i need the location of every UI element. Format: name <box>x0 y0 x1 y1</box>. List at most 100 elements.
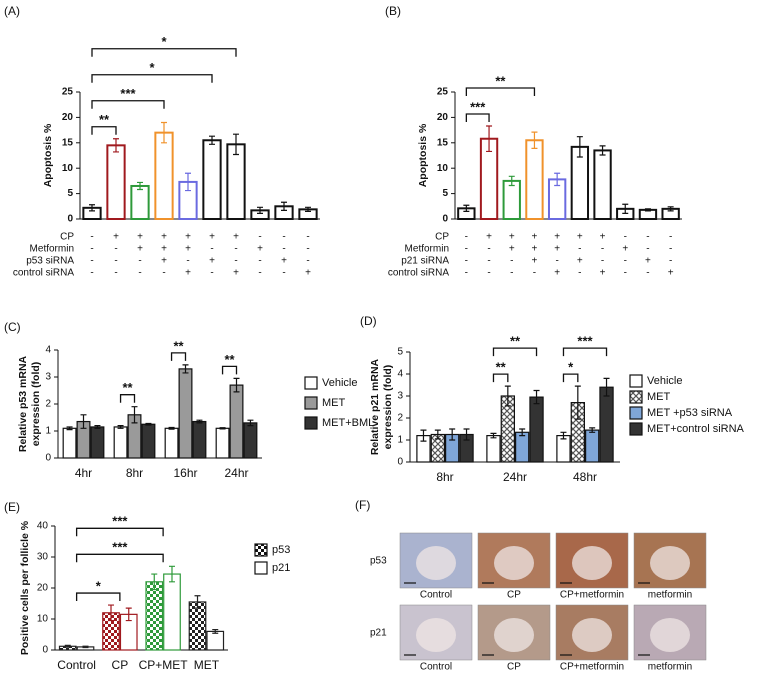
y-tick-label: 20 <box>37 583 49 594</box>
legend-label: MET+BML <box>322 417 374 429</box>
y-tick-label: 20 <box>62 112 74 123</box>
condition-sign: - <box>90 232 93 243</box>
error-bar <box>622 203 629 215</box>
condition-sign: - <box>162 268 165 279</box>
significance-bracket <box>75 592 121 602</box>
y-axis-label: Positive cells per follicle % <box>19 520 31 655</box>
legend-swatch <box>629 406 643 420</box>
x-tick-label: 16hr <box>173 466 197 480</box>
follicle <box>650 546 690 580</box>
follicle <box>416 546 456 580</box>
y-tick-label: 0 <box>42 645 48 656</box>
condition-sign: + <box>532 232 538 243</box>
bar <box>529 396 544 463</box>
significance-label: *** <box>577 334 593 349</box>
condition-sign: + <box>185 268 191 279</box>
legend-label: p21 <box>272 562 290 574</box>
y-tick-label: 0 <box>67 214 73 225</box>
condition-sign: - <box>624 268 627 279</box>
bar <box>164 427 179 459</box>
bar <box>106 144 126 220</box>
micrograph-caption: CP+metformin <box>560 590 624 601</box>
significance-bracket <box>492 347 538 357</box>
micrograph-caption: CP+metformin <box>560 662 624 673</box>
y-tick-label: 15 <box>62 137 74 148</box>
condition-sign: + <box>486 232 492 243</box>
bar <box>570 145 590 220</box>
condition-sign: + <box>137 232 143 243</box>
panel-label: (E) <box>4 500 20 514</box>
error-bar <box>554 172 561 187</box>
bar <box>584 429 600 463</box>
error-bar <box>209 135 215 145</box>
condition-sign: - <box>624 256 627 267</box>
condition-sign: + <box>668 268 674 279</box>
significance-label: ** <box>510 334 521 349</box>
significance-bracket <box>170 352 187 361</box>
y-axis-label: Relative p21 mRNA <box>369 358 381 455</box>
condition-sign: + <box>281 256 287 267</box>
x-tick-label: 8hr <box>436 470 453 484</box>
follicle <box>494 618 534 652</box>
legend-label: MET <box>647 391 671 403</box>
x-tick-label: 4hr <box>75 466 92 480</box>
condition-sign: - <box>282 244 285 255</box>
legend-label: Vehicle <box>647 375 682 387</box>
significance-label: *** <box>120 86 136 101</box>
error-bar <box>131 406 138 424</box>
condition-sign: - <box>258 268 261 279</box>
bar <box>243 422 258 459</box>
error-bar <box>194 595 201 609</box>
error-bar <box>434 429 441 440</box>
micrograph-caption: metformin <box>648 662 692 673</box>
legend-swatch <box>629 374 643 388</box>
condition-sign: + <box>577 256 583 267</box>
legend-label: MET +p53 siRNA <box>647 407 733 419</box>
error-bar <box>168 565 175 583</box>
y-tick-label: 5 <box>397 347 403 358</box>
error-bar <box>257 206 263 215</box>
error-bar <box>531 131 538 149</box>
legend-label: MET <box>322 397 346 409</box>
condition-sign: - <box>646 268 649 279</box>
bar <box>202 139 222 220</box>
condition-sign: + <box>532 244 538 255</box>
condition-sign: + <box>554 268 560 279</box>
condition-sign: - <box>234 244 237 255</box>
y-tick-label: 10 <box>37 614 49 625</box>
error-bar <box>125 607 132 622</box>
significance-label: *** <box>112 514 128 529</box>
condition-sign: - <box>90 268 93 279</box>
bar <box>188 601 207 651</box>
bar <box>90 426 105 459</box>
bar <box>178 368 193 459</box>
legend-swatch <box>254 543 268 557</box>
condition-sign: - <box>138 268 141 279</box>
bar <box>556 435 571 463</box>
error-bar <box>560 431 567 440</box>
y-tick-label: 0 <box>442 214 448 225</box>
follicle <box>572 546 612 580</box>
error-bar <box>89 204 95 212</box>
error-bar <box>576 136 583 158</box>
y-tick-label: 1 <box>45 426 51 437</box>
condition-sign: + <box>577 232 583 243</box>
error-bar <box>281 201 287 211</box>
condition-sign: - <box>306 232 309 243</box>
bar <box>192 420 207 459</box>
significance-bracket <box>75 553 164 563</box>
bar <box>593 149 612 220</box>
error-bar <box>196 419 203 424</box>
bar <box>145 581 164 651</box>
error-bar <box>599 145 606 156</box>
condition-sign: - <box>669 232 672 243</box>
bar <box>514 431 530 463</box>
error-bar <box>519 428 526 437</box>
condition-sign: - <box>114 268 117 279</box>
condition-sign: + <box>554 232 560 243</box>
significance-bracket <box>91 126 117 135</box>
x-tick-label: Control <box>57 658 96 672</box>
condition-sign: - <box>669 244 672 255</box>
significance-bracket <box>91 100 165 109</box>
